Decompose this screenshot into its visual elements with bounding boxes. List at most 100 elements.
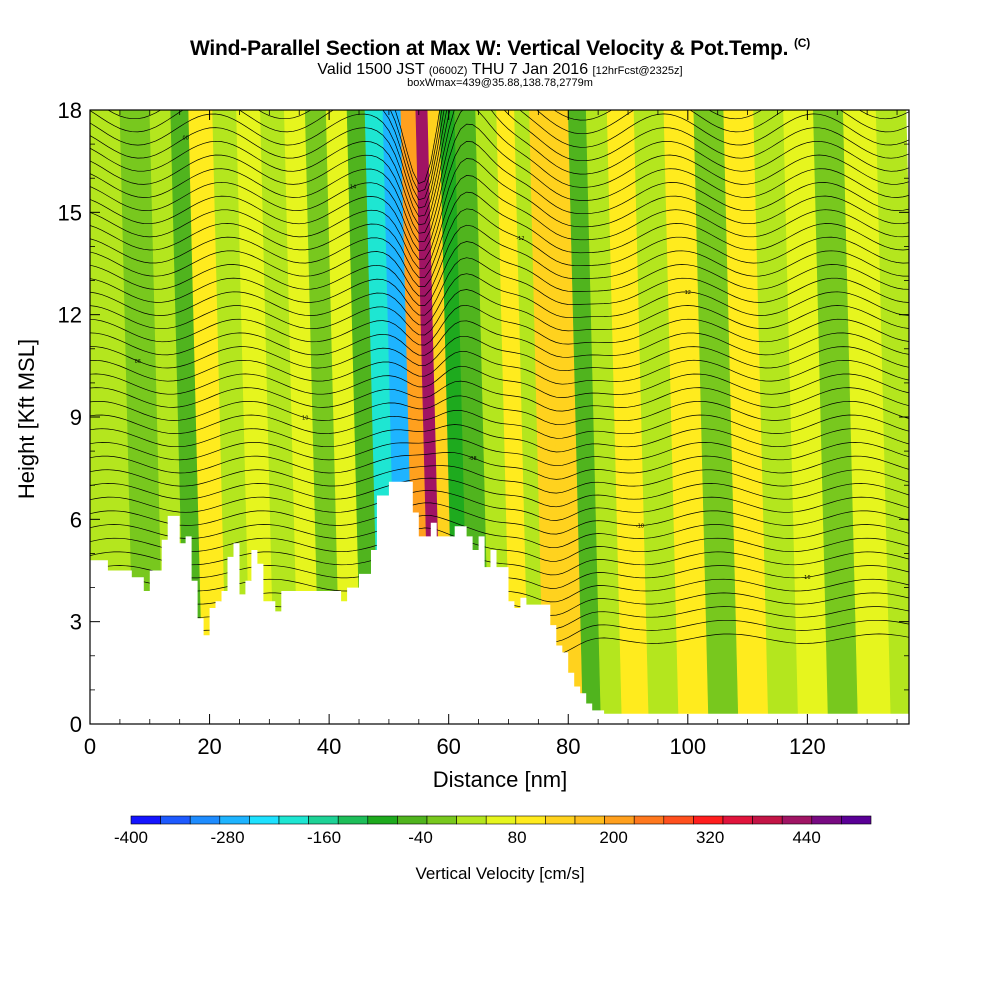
y-tick-label: 9 [70, 405, 82, 430]
colorbar-swatch [249, 815, 280, 825]
colorbar-swatch [574, 815, 605, 825]
contour-label: 16 [804, 575, 810, 581]
velocity-band [260, 110, 300, 724]
colorbar-swatch [752, 815, 783, 825]
theta-contour [90, 365, 909, 398]
colorbar-swatch [633, 815, 665, 825]
velocity-band [188, 110, 228, 724]
valid-date: THU 7 Jan 2016 [471, 61, 589, 78]
velocity-band [875, 110, 909, 724]
colorbar-swatch [781, 815, 813, 825]
theta-contour [90, 380, 909, 412]
theta-contour [90, 158, 909, 260]
theta-contour [90, 502, 909, 535]
colorbar-swatch [189, 815, 221, 825]
colorbar-tick-label: 320 [696, 828, 724, 847]
contour-label: 12 [685, 290, 691, 296]
colorbar-label: Vertical Velocity [cm/s] [415, 864, 585, 883]
colorbar-swatch [130, 815, 161, 825]
colorbar-swatch [811, 815, 842, 825]
theta-contour [90, 123, 909, 243]
colorbar-tick-label: 200 [599, 828, 627, 847]
theta-contour [90, 335, 909, 372]
theta-contour [90, 410, 909, 439]
theta-contour [90, 540, 909, 576]
valid-utc: (0600Z) [428, 65, 468, 77]
chart-title-text: Wind-Parallel Section at Max W: Vertical… [189, 37, 789, 60]
theta-contour [90, 110, 909, 201]
colorbar-swatch [219, 815, 250, 825]
colorbar-swatch [426, 815, 457, 825]
y-tick-label: 3 [70, 610, 82, 635]
forecast-info: [12hrFcst@2325z] [592, 65, 683, 77]
x-tick-label: 40 [317, 734, 341, 759]
theta-contour [90, 110, 909, 209]
colorbar-swatch [693, 815, 724, 825]
chart-subtitle: Valid 1500 JST (0600Z) THU 7 Jan 2016 [1… [0, 61, 1000, 79]
velocity-band [170, 110, 204, 724]
colorbar-swatch [485, 815, 517, 825]
velocity-band [212, 110, 252, 724]
colorbar-swatch [604, 815, 635, 825]
colorbar-swatch [515, 815, 546, 825]
x-tick-label: 120 [789, 734, 826, 759]
colorbar-swatch [456, 815, 487, 825]
theta-contour [90, 224, 909, 297]
theta-contour [90, 110, 909, 226]
terrain-mask [90, 481, 909, 724]
velocity-band [496, 110, 530, 724]
x-tick-label: 100 [669, 734, 706, 759]
colorbar-tick-label: -40 [408, 828, 433, 847]
velocity-band [236, 110, 276, 724]
velocity-band [547, 110, 584, 724]
theta-contour [90, 110, 909, 234]
velocity-band [514, 110, 545, 724]
velocity-band [783, 110, 829, 724]
colorbar-tick-label: 440 [792, 828, 820, 847]
theta-contour [90, 175, 909, 269]
colorbar-swatch [841, 815, 872, 825]
colorbar-swatch [278, 815, 309, 825]
colorbar-swatch [722, 815, 753, 825]
colorbar-swatch [663, 815, 694, 825]
theta-contour [90, 438, 909, 467]
box-info: boxWmax=439@35.88,138.78,2779m [407, 77, 593, 89]
contour-label: 10 [302, 416, 308, 422]
contour-label: -08 [469, 456, 477, 462]
colorbar-swatch [308, 815, 339, 825]
colorbar-swatch [397, 815, 428, 825]
theta-contour [90, 241, 909, 306]
contour-label: 14 [350, 184, 356, 190]
colorbar-swatch [367, 815, 398, 825]
theta-contour [90, 289, 909, 336]
y-tick-label: 18 [58, 98, 82, 123]
title-mark: (C) [793, 36, 811, 50]
theta-contour [90, 424, 909, 453]
contour-label: 06 [135, 359, 141, 365]
colorbar: -400 -280 -160 -40 80 200 320 440 [114, 815, 872, 847]
theta-contour [90, 477, 909, 508]
theta-contour [90, 191, 909, 278]
colorbar-swatch [337, 815, 369, 825]
contour-label: -12 [516, 236, 524, 242]
theta-contour [90, 490, 909, 521]
theta-contour [90, 257, 909, 316]
x-axis-label: Distance [nm] [432, 767, 568, 792]
theta-contour [90, 320, 909, 358]
colorbar-tick-label: -160 [307, 828, 341, 847]
x-tick-label: 60 [436, 734, 460, 759]
velocity-band [304, 110, 342, 724]
colorbar-swatch [545, 815, 576, 825]
colorbar-tick-label: 80 [508, 828, 527, 847]
y-tick-label: 15 [58, 200, 82, 225]
theta-contour [90, 110, 909, 217]
colorbar-tick-label: -400 [114, 828, 148, 847]
theta-contour [90, 350, 909, 385]
y-tick-label: 6 [70, 507, 82, 532]
theta-contour [90, 452, 909, 480]
colorbar-tick-label: -280 [211, 828, 245, 847]
theta-contour [90, 465, 909, 494]
